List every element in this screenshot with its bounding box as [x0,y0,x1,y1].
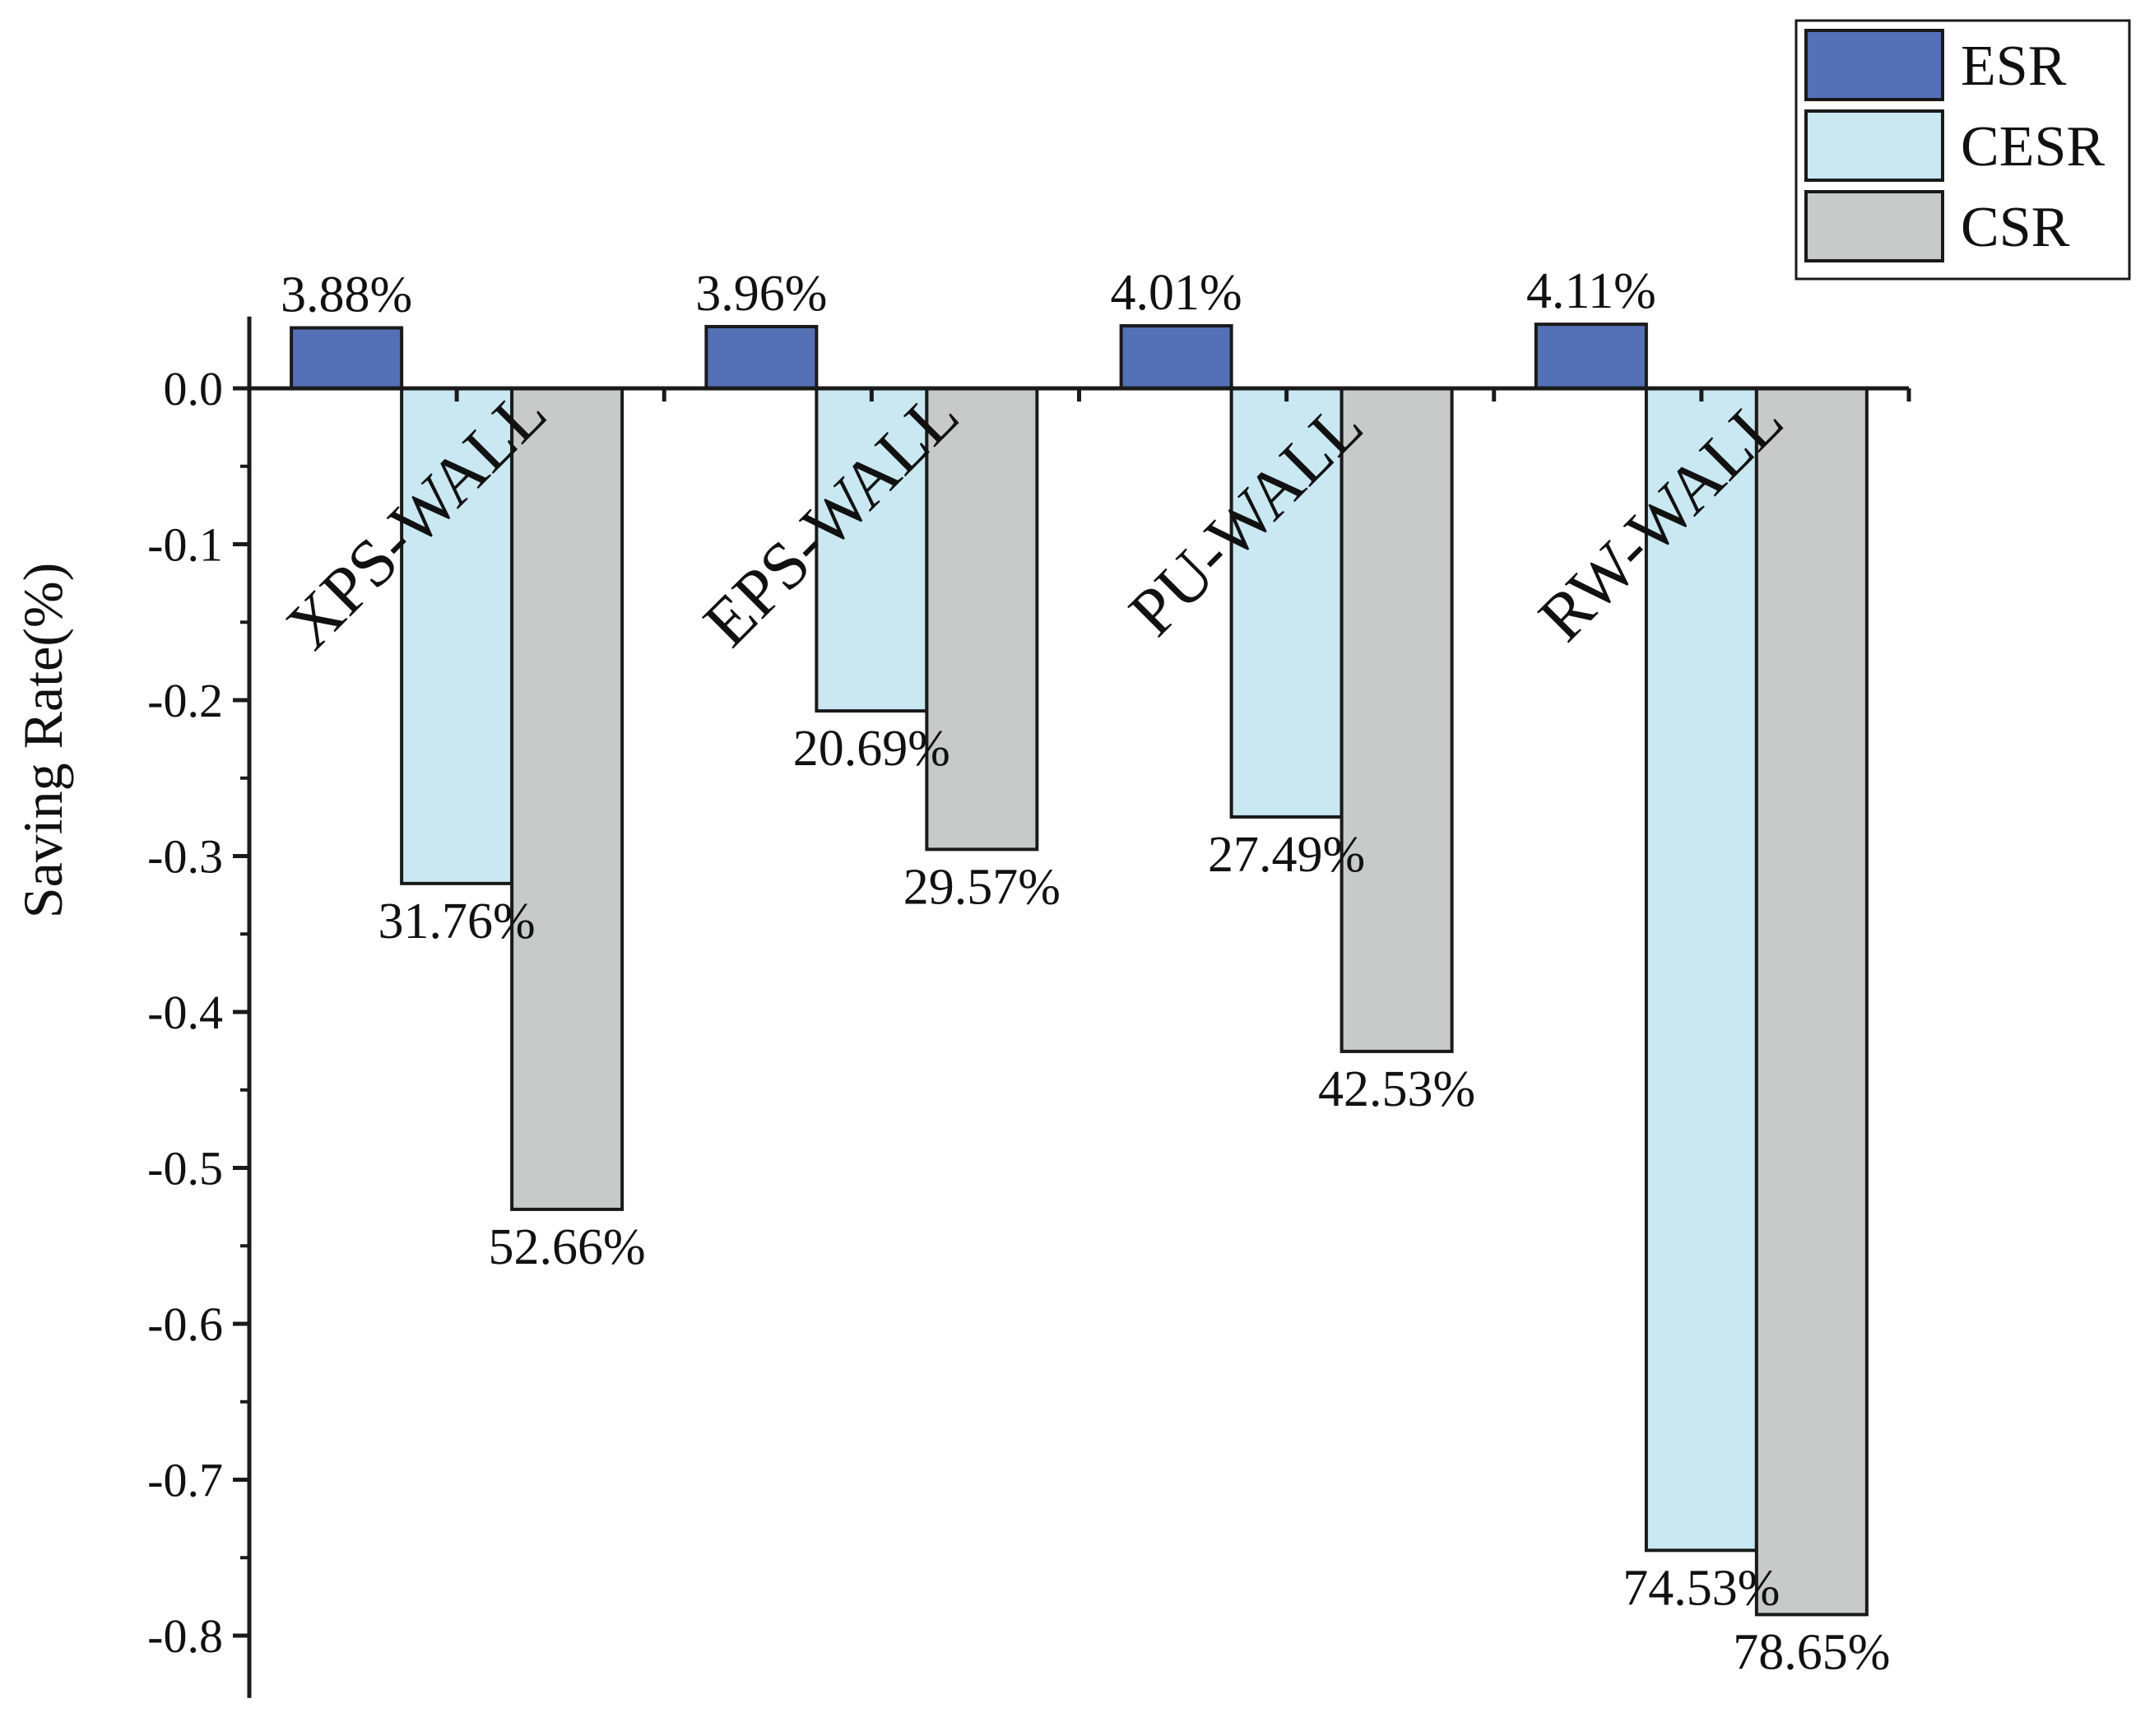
legend-swatch-cesr [1804,109,1944,182]
bars-layer [290,323,1869,1617]
legend: ESR CESR CSR [1794,19,2131,281]
data-label-esr-xps-wall: 3.88% [281,267,412,323]
y-tick-label: -0.7 [147,1454,223,1507]
bar-csr-rw-wall [1754,387,1869,1617]
bar-csr-pu-wall [1339,387,1454,1053]
y-tick-label: -0.2 [147,674,223,727]
data-label-esr-rw-wall: 4.11% [1526,263,1656,319]
bar-esr-rw-wall [1534,323,1648,391]
data-label-esr-pu-wall: 4.01% [1111,265,1242,321]
y-tick-label: -0.1 [147,518,223,572]
axes: 0.0 -0.1 -0.2 -0.3 -0.4 -0.5 -0.6 -0.7 -0.8 [147,316,1911,1698]
legend-label-cesr: CESR [1961,115,2105,179]
y-tick-label: 0.0 [164,362,224,415]
bar-csr-eps-wall [925,387,1039,852]
y-tick-label: -0.6 [147,1297,223,1351]
legend-label-csr: CSR [1961,196,2070,259]
bar-esr-xps-wall [290,326,404,390]
bar-cesr-eps-wall [815,387,929,713]
data-label-csr-rw-wall: 78.65% [1733,1624,1890,1680]
data-label-csr-eps-wall: 29.57% [903,859,1061,915]
bar-esr-pu-wall [1119,324,1233,390]
data-label-cesr-rw-wall: 74.53% [1623,1560,1780,1616]
y-tick-label: -0.8 [147,1609,223,1663]
data-label-csr-pu-wall: 42.53% [1318,1061,1475,1117]
data-label-cesr-xps-wall: 31.76% [378,894,536,949]
bar-cesr-rw-wall [1644,387,1758,1553]
legend-swatch-esr [1804,29,1944,101]
bar-cesr-xps-wall [400,387,514,885]
data-label-cesr-pu-wall: 27.49% [1208,827,1365,883]
legend-label-esr: ESR [1961,35,2067,98]
bar-esr-eps-wall [704,324,819,391]
bar-csr-xps-wall [510,387,624,1211]
data-label-cesr-eps-wall: 20.69% [793,721,950,777]
y-tick-label: -0.5 [147,1142,223,1195]
y-tick-label: -0.3 [147,830,223,884]
y-axis-title: Saving Rate(%) [12,563,74,918]
bar-cesr-pu-wall [1229,387,1344,819]
data-label-csr-xps-wall: 52.66% [489,1219,646,1275]
data-label-esr-eps-wall: 3.96% [695,266,827,322]
data-labels: 3.88% 3.96% 4.01% 4.11% 31.76% 20.69% 27.49% 74… [281,263,1890,1680]
y-tick-label: -0.4 [147,986,223,1039]
legend-swatch-csr [1804,190,1944,262]
